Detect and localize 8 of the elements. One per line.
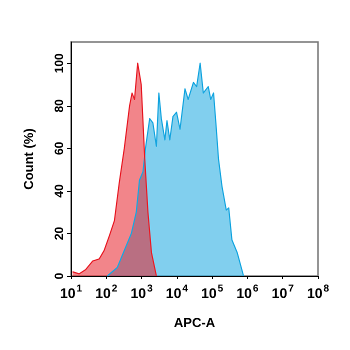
- y-tick-label: 0: [52, 272, 66, 280]
- y-tick-label: 100: [52, 52, 66, 74]
- y-tick-label: 80: [52, 98, 66, 112]
- x-axis-title: APC-A: [174, 315, 216, 330]
- y-tick-label: 60: [52, 141, 66, 156]
- y-tick-label: 20: [52, 226, 66, 240]
- y-axis-title: Count (%): [21, 128, 36, 190]
- y-tick-label: 40: [52, 184, 66, 198]
